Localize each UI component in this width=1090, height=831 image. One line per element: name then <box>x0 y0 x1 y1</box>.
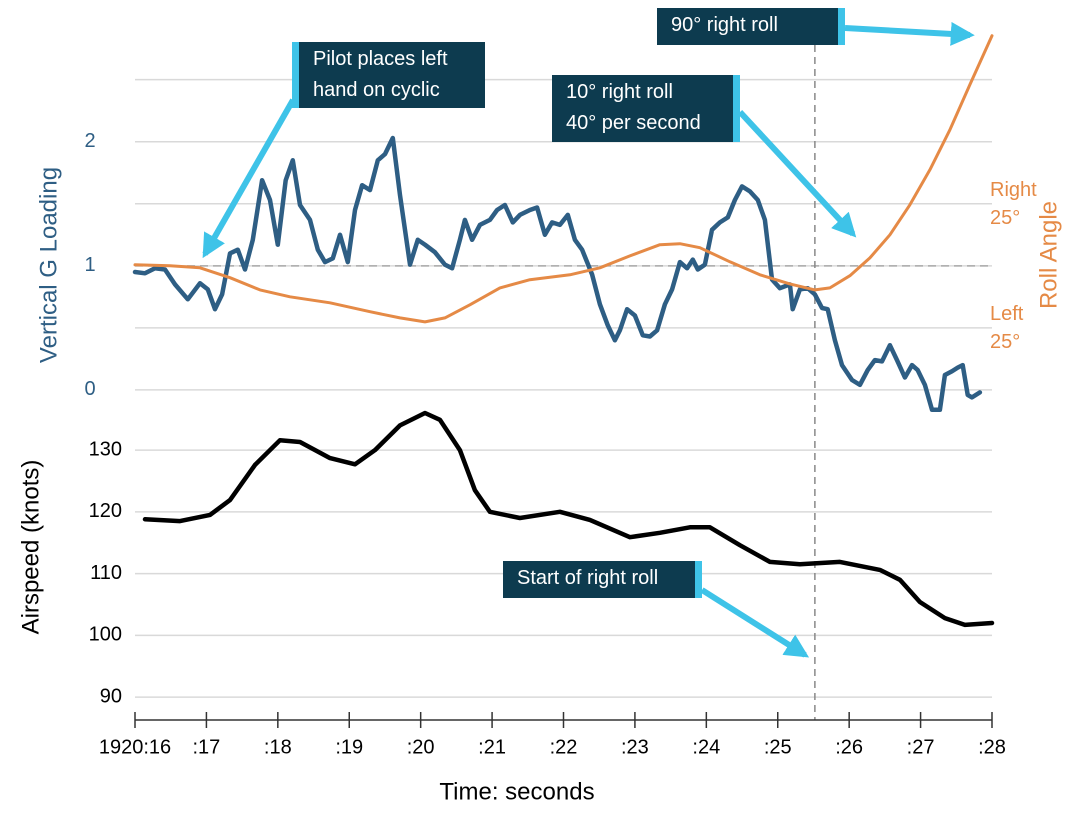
y2-tick-label: Right 25° <box>990 178 1037 229</box>
x-tick-label: :27 <box>907 736 935 758</box>
y-tick-label: 2 <box>84 130 95 152</box>
x-tick-label: :25 <box>764 736 792 758</box>
x-tick-label: :21 <box>478 736 506 758</box>
y-axis-label: Vertical G Loading <box>35 167 62 363</box>
arrow <box>737 109 857 238</box>
x-tick-label: :28 <box>978 736 1006 758</box>
x-tick-label: :17 <box>193 736 221 758</box>
y3-tick-label: 100 <box>89 624 122 646</box>
x-tick-label: :23 <box>621 736 649 758</box>
annotation-line: Pilot places left <box>313 48 448 70</box>
annotation-line: 10° right roll <box>566 81 673 103</box>
x-tick-label: :26 <box>835 736 863 758</box>
x-tick-label: :18 <box>264 736 292 758</box>
annotation: 10° right roll 40° per second <box>552 75 740 142</box>
arrows <box>202 21 975 658</box>
x-tick-label: :24 <box>692 736 720 758</box>
x-tick-label: :19 <box>335 736 363 758</box>
arrow <box>202 98 296 259</box>
arrow <box>844 21 975 46</box>
annotation: Pilot places left hand on cyclic <box>292 42 485 108</box>
annotation-line: hand on cyclic <box>313 79 440 101</box>
annotation: Start of right roll <box>503 561 702 598</box>
y3-axis-label: Airspeed (knots) <box>17 460 44 635</box>
y3-tick-label: 110 <box>90 562 122 584</box>
annotation-line: 40° per second <box>566 112 701 134</box>
y-tick-label: 1 <box>84 254 95 276</box>
series-line <box>133 34 994 324</box>
y2-axis-label: Roll Angle <box>1035 201 1062 309</box>
x-tick-label: :22 <box>550 736 578 758</box>
y3-tick-label: 130 <box>89 438 122 460</box>
x-tick-label: 1920:16 <box>99 736 171 758</box>
annotation: 90° right roll <box>657 8 845 45</box>
annotation-line: Start of right roll <box>517 567 659 589</box>
annotation-line: 90° right roll <box>671 14 778 36</box>
y3-tick-label: 120 <box>89 500 122 522</box>
x-tick-label: :20 <box>407 736 435 758</box>
arrow <box>700 587 810 658</box>
y3-tick-label: 90 <box>100 685 122 707</box>
series-line <box>132 135 983 413</box>
x-axis-label: Time: seconds <box>439 778 594 805</box>
series-line <box>142 410 995 628</box>
y-tick-label: 0 <box>84 378 95 400</box>
y2-tick-label: Left 25° <box>990 302 1024 353</box>
